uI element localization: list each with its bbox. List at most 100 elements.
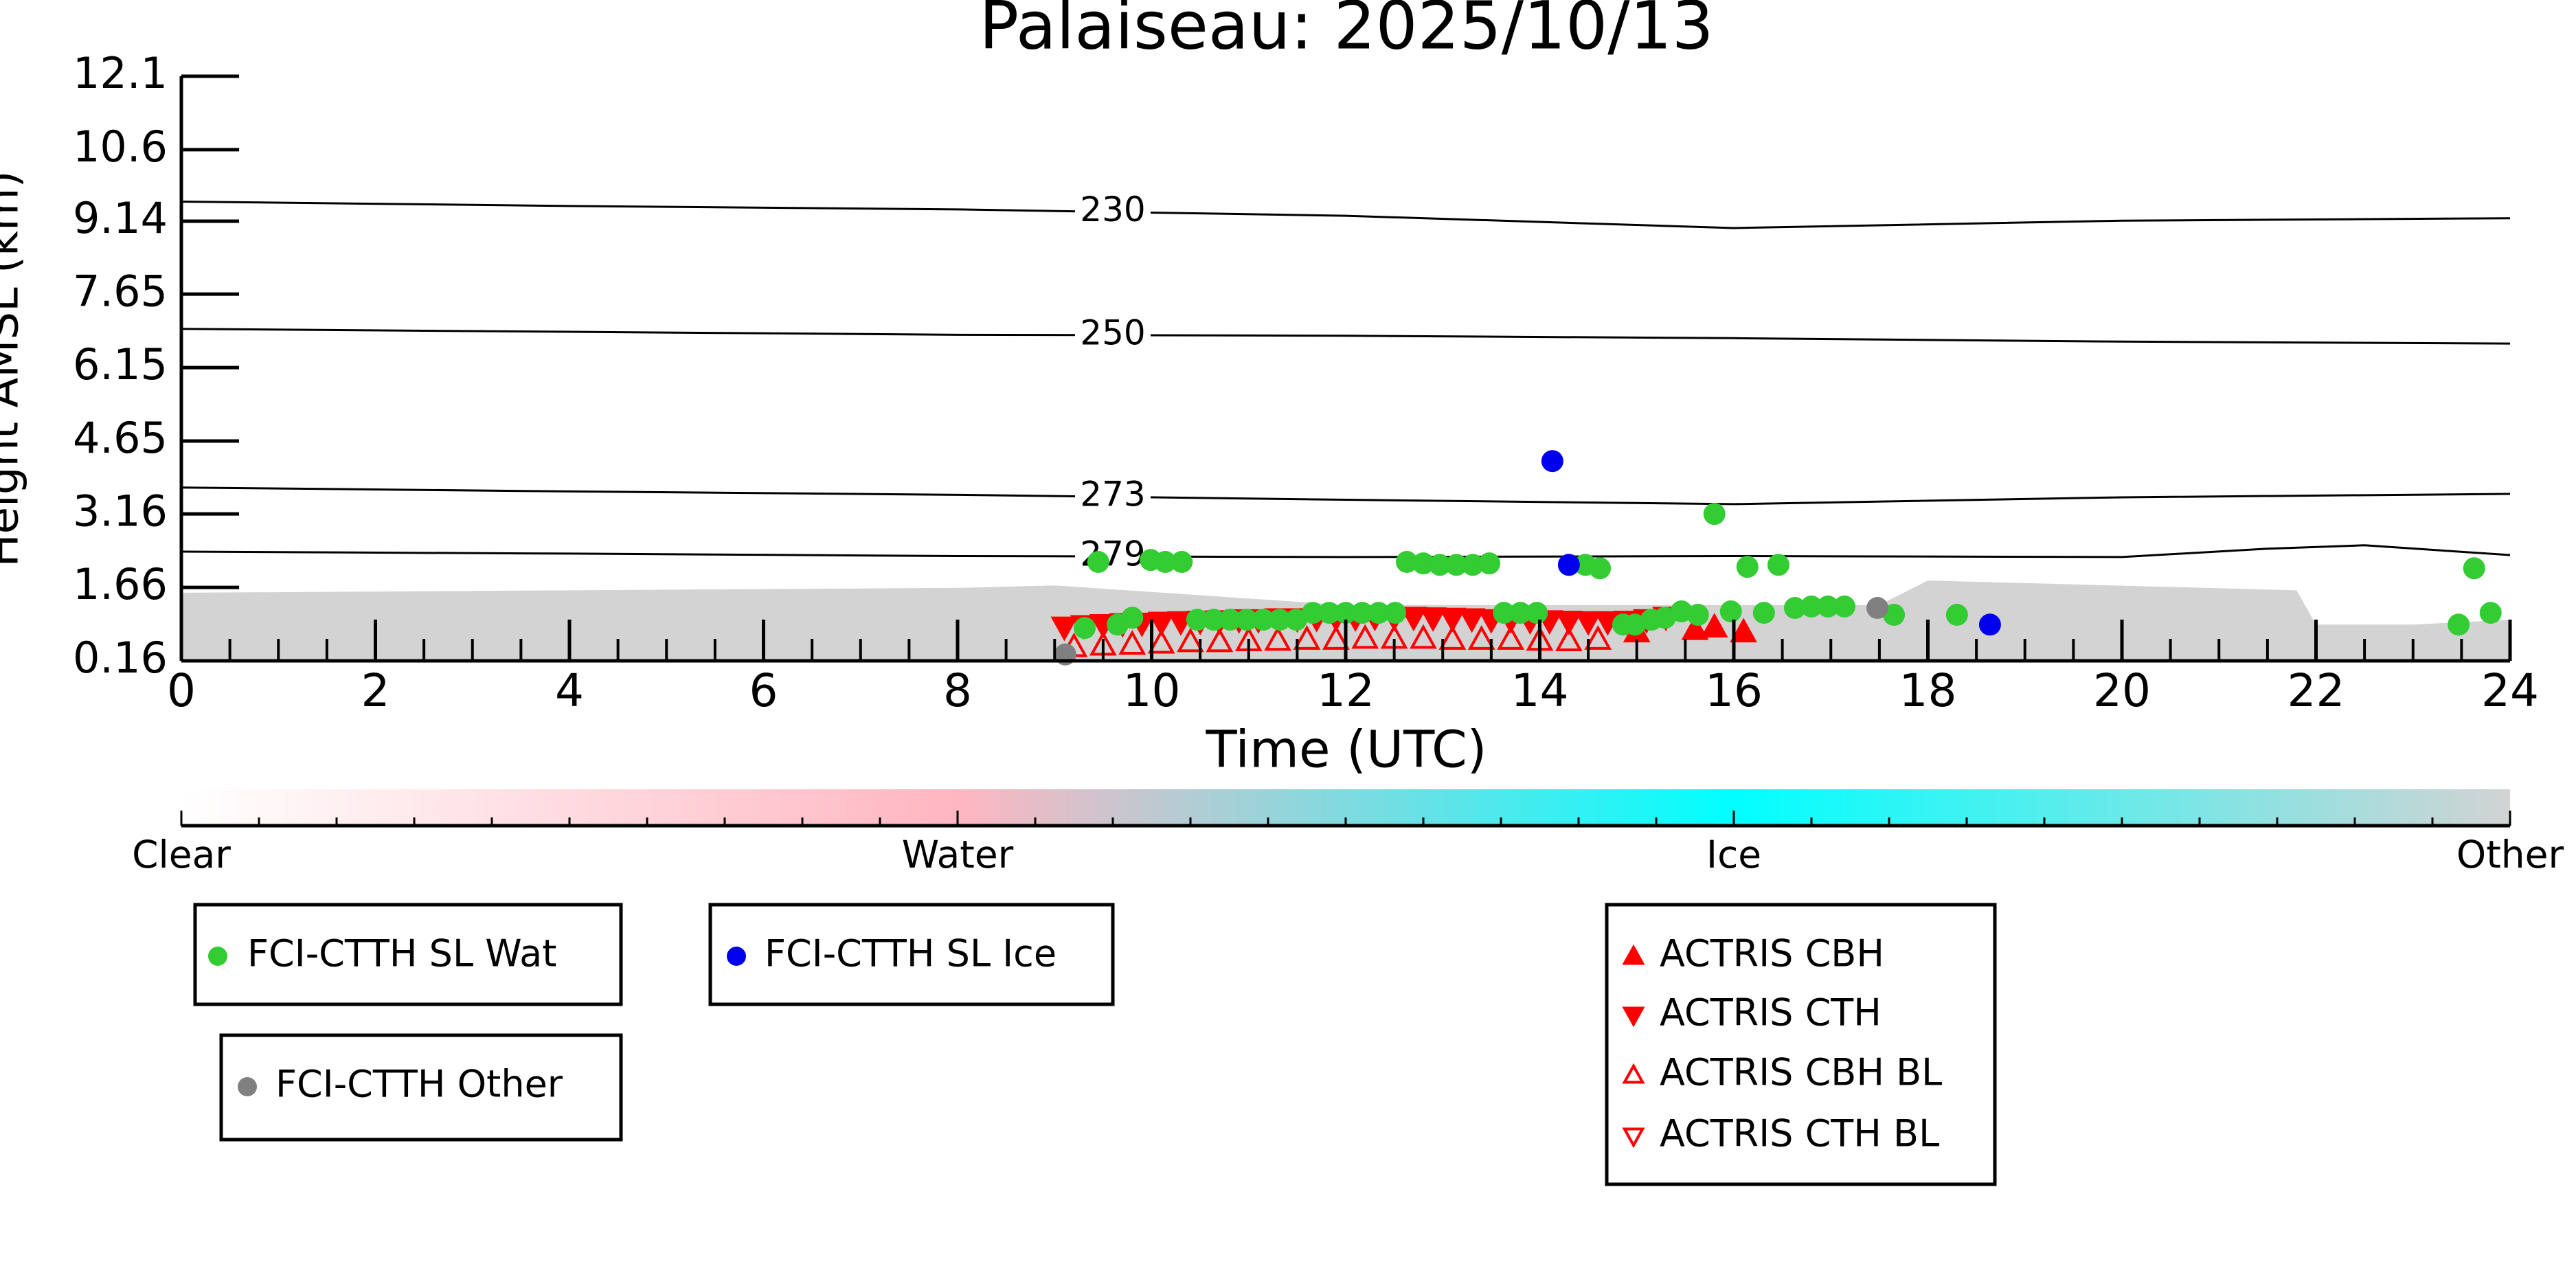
x-tick-label: 24 [2481,664,2539,717]
isotherm-line [181,486,2511,506]
point [1166,611,1195,636]
point [1736,556,1759,578]
point [1555,626,1583,651]
y-tick-label: 1.66 [73,559,168,609]
y-tick-label: 9.14 [73,193,168,243]
point [1384,602,1407,624]
point [1351,624,1379,649]
legend-marker [1622,1127,1645,1149]
point [1686,604,1709,626]
isotherm-label-bg [1075,194,1151,230]
point [1147,611,1175,637]
legend-label: FCI-CTTH SL Ice [765,932,1057,975]
point [1074,617,1096,640]
legend-marker [1622,1063,1645,1084]
point [1555,611,1583,635]
x-tick-label: 10 [1123,664,1181,717]
y-tick-label: 12.1 [73,48,168,98]
isotherm-line [181,544,2511,558]
point [1719,600,1742,623]
isotherm-label: 230 [1080,190,1145,229]
x-tick-label: 8 [943,664,972,717]
point [1322,625,1350,650]
x-tick-label: 0 [167,664,196,717]
point [1783,597,1806,620]
point [1438,607,1467,633]
point [1497,625,1525,650]
isotherm-label-bg [1075,317,1151,353]
point [1653,607,1676,629]
isotherm-label: 273 [1080,475,1145,515]
legend-label: FCI-CTTH Other [275,1063,563,1106]
point [1767,554,1789,576]
point [1438,625,1467,650]
legend-marker [238,1077,257,1096]
isotherm-line [181,200,2511,229]
y-axis-label: Height AMSL (km) [0,171,29,567]
point [1412,552,1434,575]
point [1817,595,1840,618]
point [1478,552,1501,575]
point [1121,607,1144,629]
point [1866,597,1889,620]
point [1087,551,1109,574]
legend-marker [727,947,746,966]
isotherm-label: 250 [1080,313,1145,352]
point [1351,602,1374,624]
isotherm-line [181,328,2511,345]
point [1171,551,1193,574]
point [1268,609,1291,631]
legend: FCI-CTTH SL Ice [708,903,1115,1006]
point [1395,551,1418,574]
point [1301,602,1324,624]
point [1186,609,1208,631]
point [1206,627,1234,653]
x-axis-label: Time (UTC) [1205,721,1487,780]
colorbar-label: Other [2456,833,2564,877]
x-tick-label: 2 [361,664,390,717]
y-tick-label: 7.65 [73,266,168,316]
chart-title: Palaiseau: 2025/10/13 [979,0,1714,64]
point [1147,629,1175,654]
y-tick-label: 6.15 [73,339,168,389]
x-tick-label: 6 [749,664,778,717]
point [1670,600,1693,623]
point [1584,625,1612,650]
isotherm-label-bg [1075,479,1151,515]
point [1589,557,1612,580]
isotherm-label-bg [1075,539,1151,575]
y-tick-label: 0.16 [73,633,168,683]
point [1462,554,1484,576]
legend-marker [1622,1006,1645,1028]
x-tick-label: 16 [1705,664,1763,717]
x-tick-label: 4 [555,664,584,717]
point [1493,602,1515,624]
x-tick-label: 20 [2093,664,2151,717]
point [2448,613,2470,636]
colorbar-label: Clear [132,833,231,877]
x-tick-label: 12 [1317,664,1375,717]
legend-box [708,903,1115,1006]
point [1541,450,1563,473]
point [1154,551,1177,574]
point [1700,613,1728,638]
point [1429,554,1451,576]
point [1800,595,1822,618]
point [2463,557,2485,580]
legend-box [1605,903,1997,1186]
y-tick-label: 10.6 [73,122,168,172]
legend-label: ACTRIS CTH BL [1660,1112,1939,1155]
point [1730,618,1758,643]
point [1509,602,1532,624]
point [1202,609,1225,631]
point [1368,602,1390,624]
point [1318,602,1340,624]
point [1177,627,1204,653]
legend-label: FCI-CTTH SL Wat [247,932,556,975]
point [1557,554,1580,576]
point [1458,608,1486,633]
point [1285,609,1307,631]
x-tick-label: 18 [1899,664,1957,717]
legend-marker [208,947,227,966]
y-tick-label: 4.65 [73,413,168,463]
